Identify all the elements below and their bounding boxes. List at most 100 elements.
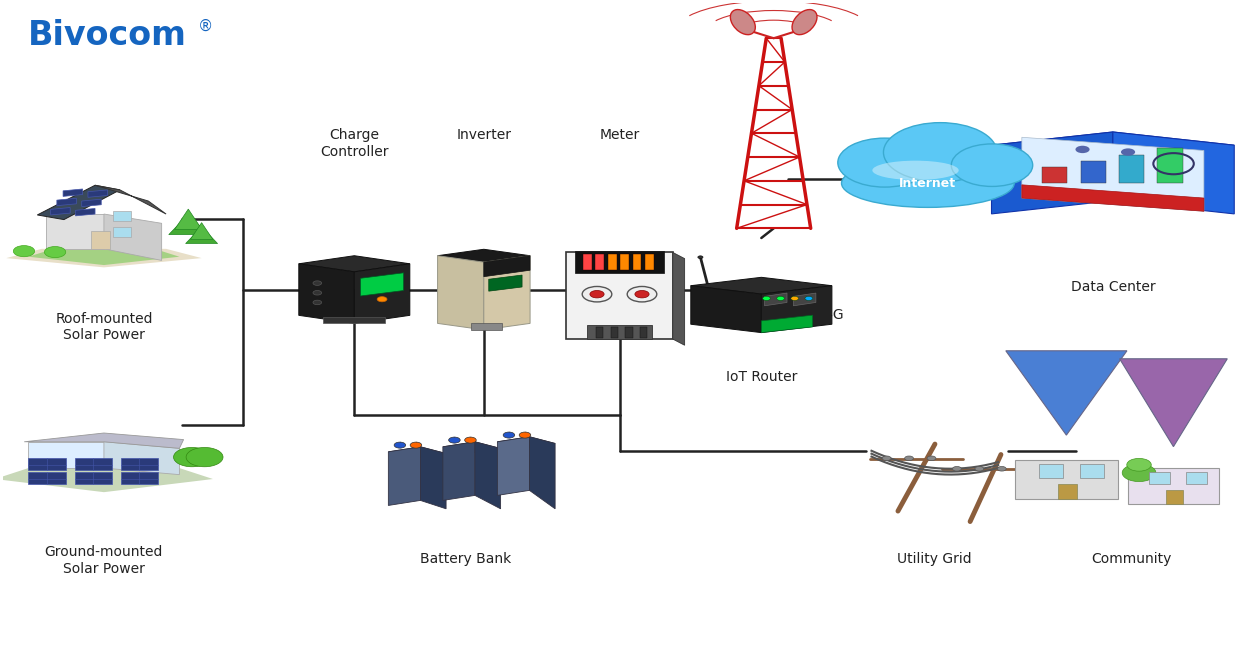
FancyBboxPatch shape <box>113 211 130 221</box>
Polygon shape <box>74 458 113 470</box>
Circle shape <box>698 256 703 259</box>
FancyBboxPatch shape <box>90 231 110 249</box>
Polygon shape <box>51 207 71 215</box>
Circle shape <box>952 144 1032 187</box>
Polygon shape <box>191 223 213 239</box>
Circle shape <box>777 296 784 300</box>
Polygon shape <box>25 433 183 448</box>
Polygon shape <box>74 473 113 484</box>
Polygon shape <box>420 447 446 509</box>
Polygon shape <box>437 250 530 262</box>
FancyBboxPatch shape <box>1127 469 1219 504</box>
Polygon shape <box>299 264 354 324</box>
Text: IoT Router: IoT Router <box>726 370 797 384</box>
Polygon shape <box>483 255 530 330</box>
FancyBboxPatch shape <box>1149 472 1171 484</box>
Circle shape <box>904 456 913 461</box>
FancyBboxPatch shape <box>646 254 654 270</box>
Polygon shape <box>76 209 95 216</box>
FancyBboxPatch shape <box>595 254 605 270</box>
Polygon shape <box>793 293 815 306</box>
FancyBboxPatch shape <box>1038 464 1063 478</box>
Polygon shape <box>764 293 787 306</box>
Text: Charge
Controller: Charge Controller <box>320 129 389 159</box>
Circle shape <box>1121 148 1135 156</box>
FancyBboxPatch shape <box>633 254 642 270</box>
FancyBboxPatch shape <box>566 252 673 339</box>
Circle shape <box>449 437 460 443</box>
Ellipse shape <box>841 159 1015 207</box>
Polygon shape <box>299 255 410 272</box>
Circle shape <box>313 291 322 295</box>
Polygon shape <box>1006 351 1127 435</box>
Text: Community: Community <box>1092 552 1172 566</box>
Text: Ground-mounted
Solar Power: Ground-mounted Solar Power <box>45 545 164 576</box>
Circle shape <box>186 447 223 467</box>
Polygon shape <box>28 250 180 265</box>
Circle shape <box>14 246 35 257</box>
Circle shape <box>173 447 211 467</box>
FancyBboxPatch shape <box>1166 490 1183 504</box>
Polygon shape <box>991 132 1234 159</box>
FancyBboxPatch shape <box>1186 472 1207 484</box>
Circle shape <box>519 432 530 438</box>
Polygon shape <box>442 442 501 454</box>
Polygon shape <box>28 458 66 470</box>
FancyBboxPatch shape <box>626 327 633 339</box>
Circle shape <box>45 246 66 257</box>
Circle shape <box>1123 464 1156 482</box>
Text: Inverter: Inverter <box>456 129 512 142</box>
FancyBboxPatch shape <box>575 251 664 272</box>
Polygon shape <box>529 437 555 509</box>
Polygon shape <box>104 214 161 261</box>
Polygon shape <box>169 214 208 235</box>
Text: Data Center: Data Center <box>1070 280 1155 294</box>
Polygon shape <box>95 185 166 214</box>
Circle shape <box>377 296 387 302</box>
Polygon shape <box>28 442 104 468</box>
Polygon shape <box>1022 185 1204 211</box>
FancyBboxPatch shape <box>113 227 130 237</box>
Circle shape <box>590 291 605 298</box>
Circle shape <box>394 442 405 448</box>
Text: Meter: Meter <box>600 129 639 142</box>
Circle shape <box>1126 458 1151 471</box>
FancyBboxPatch shape <box>1080 161 1105 183</box>
Text: Utility Grid: Utility Grid <box>897 552 971 566</box>
Polygon shape <box>497 437 555 448</box>
Polygon shape <box>388 447 420 506</box>
FancyBboxPatch shape <box>607 254 617 270</box>
FancyBboxPatch shape <box>1015 460 1118 499</box>
FancyBboxPatch shape <box>1080 464 1104 478</box>
Circle shape <box>410 442 421 448</box>
Polygon shape <box>186 227 218 244</box>
Polygon shape <box>388 447 446 458</box>
Polygon shape <box>0 468 213 492</box>
FancyBboxPatch shape <box>620 254 629 270</box>
Polygon shape <box>475 442 501 509</box>
FancyBboxPatch shape <box>611 327 618 339</box>
Circle shape <box>465 437 476 443</box>
Polygon shape <box>63 189 83 196</box>
Circle shape <box>313 281 322 285</box>
FancyBboxPatch shape <box>1157 148 1183 183</box>
FancyBboxPatch shape <box>1058 484 1078 499</box>
Circle shape <box>953 467 961 471</box>
Circle shape <box>627 287 657 302</box>
FancyBboxPatch shape <box>582 254 592 270</box>
Circle shape <box>997 467 1006 471</box>
FancyBboxPatch shape <box>587 325 652 339</box>
Polygon shape <box>28 473 66 484</box>
FancyBboxPatch shape <box>1042 168 1067 183</box>
Text: Internet: Internet <box>900 177 957 190</box>
Polygon shape <box>361 273 404 296</box>
FancyBboxPatch shape <box>596 327 603 339</box>
Text: ®: ® <box>198 19 213 34</box>
Circle shape <box>838 138 932 187</box>
Polygon shape <box>88 190 108 198</box>
Polygon shape <box>991 132 1113 214</box>
Polygon shape <box>673 252 685 345</box>
Polygon shape <box>488 275 522 291</box>
Polygon shape <box>1120 359 1228 447</box>
Polygon shape <box>1022 137 1204 211</box>
